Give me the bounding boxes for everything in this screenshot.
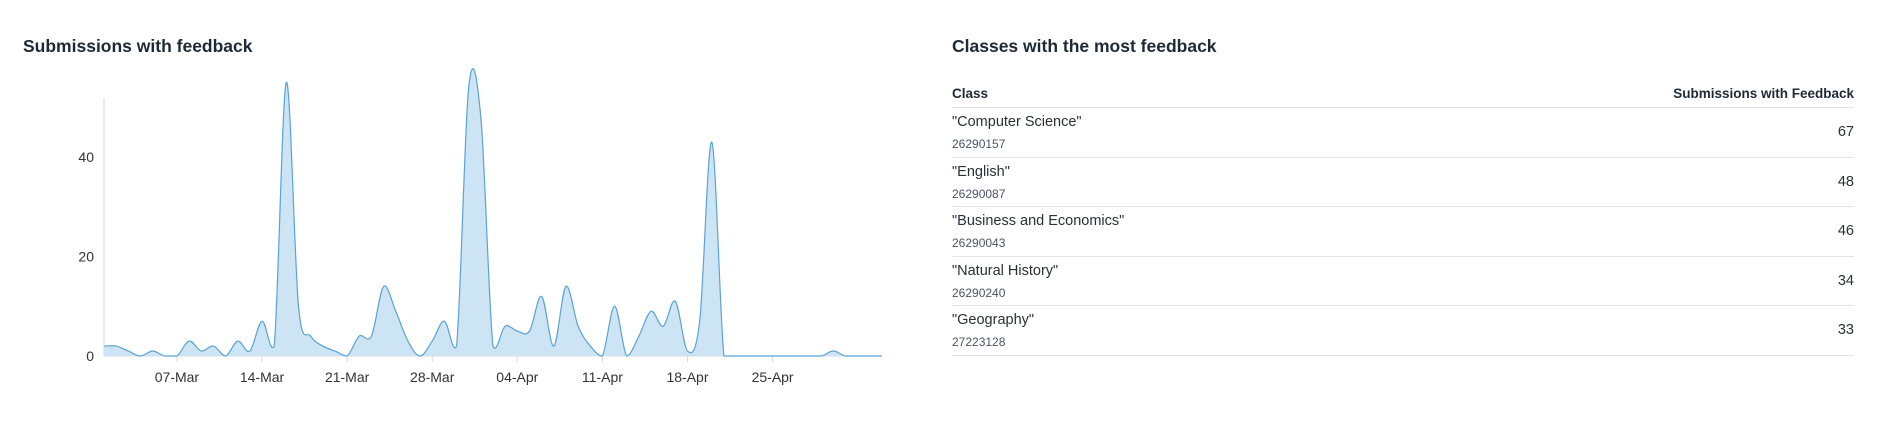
class-name: "Geography" xyxy=(952,312,1035,329)
class-cell: "Business and Economics" 26290043 xyxy=(952,212,1124,250)
column-header-class: Class xyxy=(952,86,989,101)
y-tick-label: 20 xyxy=(78,249,94,265)
table-title: Classes with the most feedback xyxy=(952,36,1217,56)
feedback-area-chart: 0 20 40 07-Mar 14-Mar 21-Mar 28-Mar 04-Apr 11-A… xyxy=(78,68,882,385)
class-name: "English" xyxy=(952,163,1010,180)
class-cell: "Natural History" 26290240 xyxy=(952,262,1058,300)
class-id: 26290240 xyxy=(952,285,1006,300)
feedback-count: 67 xyxy=(1837,124,1854,141)
class-cell: "English" 26290087 xyxy=(952,163,1010,201)
class-cell: "Geography" 27223128 xyxy=(952,311,1034,349)
class-name: "Natural History" xyxy=(952,262,1059,279)
feedback-count: 46 xyxy=(1837,223,1854,240)
table-row[interactable]: "English" 26290087 48 xyxy=(952,158,1854,207)
class-id: 26290157 xyxy=(952,137,1006,152)
table-row[interactable]: "Computer Science" 26290157 67 xyxy=(952,108,1854,158)
x-tick-label: 07-Mar xyxy=(155,369,200,385)
class-name: "Business and Economics" xyxy=(952,213,1125,230)
table-row[interactable]: "Business and Economics" 26290043 46 xyxy=(952,207,1854,257)
class-cell: "Computer Science" 26290157 xyxy=(952,113,1082,151)
class-name: "Computer Science" xyxy=(952,114,1082,131)
table-header: Class Submissions with Feedback xyxy=(952,80,1854,108)
feedback-classes-table: Class Submissions with Feedback "Compute… xyxy=(952,80,1854,356)
x-tick-label: 04-Apr xyxy=(496,369,538,385)
x-tick-label: 28-Mar xyxy=(410,369,455,385)
x-tick-label: 25-Apr xyxy=(752,369,794,385)
x-tick-label: 11-Apr xyxy=(582,369,623,385)
table-row[interactable]: "Natural History" 26290240 34 xyxy=(952,257,1854,306)
feedback-count: 48 xyxy=(1837,173,1854,190)
feedback-count: 33 xyxy=(1837,322,1854,339)
x-tick-label: 18-Apr xyxy=(666,369,708,385)
series-area xyxy=(104,68,882,356)
y-axis: 0 20 40 xyxy=(78,98,105,364)
class-id: 26290087 xyxy=(952,186,1006,201)
series-layer xyxy=(103,68,882,357)
class-id: 26290043 xyxy=(952,236,1006,251)
y-tick-label: 40 xyxy=(78,149,94,165)
series-line xyxy=(103,68,882,357)
x-tick-label: 21-Mar xyxy=(325,369,370,385)
table-row[interactable]: "Geography" 27223128 33 xyxy=(952,306,1854,356)
column-header-submissions: Submissions with Feedback xyxy=(1673,86,1854,101)
class-id: 27223128 xyxy=(952,335,1006,350)
x-tick-label: 14-Mar xyxy=(240,369,285,385)
chart-title: Submissions with feedback xyxy=(23,36,253,56)
feedback-count: 34 xyxy=(1837,272,1854,289)
x-axis: 07-Mar 14-Mar 21-Mar 28-Mar 04-Apr 11-Apr 18-A… xyxy=(104,355,882,385)
y-tick-label: 0 xyxy=(86,348,94,364)
